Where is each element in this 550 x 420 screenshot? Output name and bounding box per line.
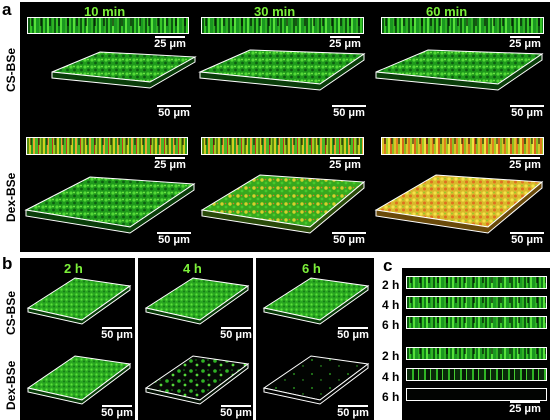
- cross-section-dex-10min: [26, 137, 188, 155]
- scale-bar-50um-a5: 50 μm: [332, 232, 366, 246]
- volume-cs-60min: [375, 49, 544, 91]
- panel-b-row-cs-bse: CS-BSe: [4, 290, 18, 335]
- cross-section-c-dex-2h: [406, 347, 547, 360]
- scale-bar-50um-a1: 50 μm: [157, 105, 191, 119]
- panel-b-volumes: [26, 277, 370, 405]
- scale-bar-25um-a5: 25 μm: [329, 157, 361, 171]
- cross-section-cs-30min: [201, 17, 364, 34]
- panel-c-label-6h-2: 6 h: [382, 390, 400, 404]
- scale-bar-25um-c: 25 μm: [509, 401, 541, 415]
- panel-b-time-2h: 2 h: [64, 261, 83, 276]
- scale-bar-50um-b2: 50 μm: [220, 327, 252, 341]
- panel-b-time-4h: 4 h: [183, 261, 202, 276]
- volume-cs-10min: [51, 51, 197, 89]
- scale-bar-50um-a6: 50 μm: [510, 232, 544, 246]
- panel-a-volumes: [24, 49, 544, 234]
- panel-c-label-4h-2: 4 h: [382, 370, 400, 384]
- scale-bar-50um-a2: 50 μm: [332, 105, 366, 119]
- volume-dex-30min: [200, 174, 366, 234]
- panel-a-row-cs-bse: CS-BSe: [4, 47, 18, 92]
- cross-section-c-cs-2h: [406, 276, 547, 289]
- panel-c-label-2h-2: 2 h: [382, 349, 400, 363]
- volume-cs-30min: [198, 49, 366, 91]
- panel-b-row-dex-bse: Dex-BSe: [4, 360, 18, 410]
- panel-a-row-dex-bse: Dex-BSe: [4, 172, 18, 222]
- cross-section-cs-60min: [381, 17, 544, 34]
- panel-c-label-6h-1: 6 h: [382, 318, 400, 332]
- scale-bar-25um-a2: 25 μm: [329, 36, 361, 50]
- panel-c-label-4h-1: 4 h: [382, 298, 400, 312]
- scale-bar-50um-b5: 50 μm: [220, 405, 252, 419]
- cross-section-c-dex-6h: [406, 388, 547, 401]
- scale-bar-25um-a6: 25 μm: [509, 157, 541, 171]
- scale-bar-50um-b4: 50 μm: [101, 405, 133, 419]
- panel-letter-a: a: [2, 0, 12, 19]
- cross-section-c-cs-6h: [406, 316, 547, 329]
- scale-bar-25um-a1: 25 μm: [154, 36, 186, 50]
- scale-bar-50um-b1: 50 μm: [101, 327, 133, 341]
- scale-bar-50um-b3: 50 μm: [337, 327, 369, 341]
- panel-c-label-2h-1: 2 h: [382, 278, 400, 292]
- panel-a-time-10min: 10 min: [84, 4, 126, 19]
- scale-bar-25um-a4: 25 μm: [154, 157, 186, 171]
- panel-a-time-60min: 60 min: [426, 4, 468, 19]
- cross-section-cs-10min: [27, 17, 189, 34]
- cross-section-c-dex-4h: [406, 368, 547, 381]
- panel-b-time-6h: 6 h: [302, 261, 321, 276]
- cross-section-dex-60min: [381, 137, 544, 155]
- scale-bar-50um-a3: 50 μm: [510, 105, 544, 119]
- volume-dex-10min: [24, 176, 196, 234]
- cross-section-c-cs-4h: [406, 296, 547, 309]
- scale-bar-50um-b6: 50 μm: [337, 405, 369, 419]
- scale-bar-25um-a3: 25 μm: [509, 36, 541, 50]
- cross-section-dex-30min: [201, 137, 364, 155]
- scale-bar-50um-a4: 50 μm: [157, 232, 191, 246]
- panel-letter-b: b: [2, 254, 13, 273]
- panel-letter-c: c: [383, 256, 393, 275]
- panel-a-time-30min: 30 min: [254, 4, 296, 19]
- volume-dex-60min: [374, 174, 544, 234]
